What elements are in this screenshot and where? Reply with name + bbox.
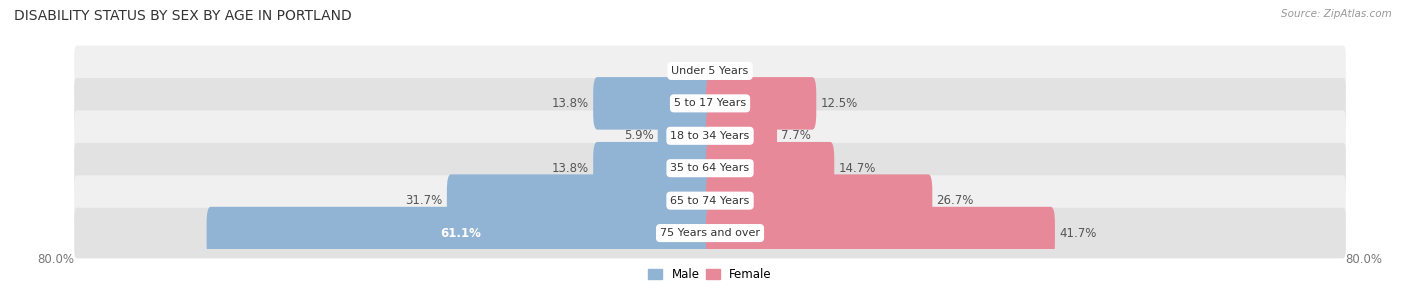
Text: 7.7%: 7.7%	[782, 129, 811, 142]
Legend: Male, Female: Male, Female	[644, 264, 776, 286]
FancyBboxPatch shape	[75, 110, 1346, 161]
Text: Source: ZipAtlas.com: Source: ZipAtlas.com	[1281, 9, 1392, 19]
Text: 0.0%: 0.0%	[723, 64, 752, 78]
FancyBboxPatch shape	[706, 109, 778, 162]
Text: 12.5%: 12.5%	[820, 97, 858, 110]
FancyBboxPatch shape	[75, 175, 1346, 226]
FancyBboxPatch shape	[75, 143, 1346, 194]
Text: 35 to 64 Years: 35 to 64 Years	[671, 163, 749, 173]
Text: Under 5 Years: Under 5 Years	[672, 66, 748, 76]
FancyBboxPatch shape	[658, 109, 714, 162]
FancyBboxPatch shape	[75, 46, 1346, 96]
Text: 61.1%: 61.1%	[440, 226, 481, 240]
FancyBboxPatch shape	[75, 208, 1346, 258]
FancyBboxPatch shape	[593, 77, 714, 130]
Text: 18 to 34 Years: 18 to 34 Years	[671, 131, 749, 141]
Text: DISABILITY STATUS BY SEX BY AGE IN PORTLAND: DISABILITY STATUS BY SEX BY AGE IN PORTL…	[14, 9, 352, 23]
Text: 5.9%: 5.9%	[624, 129, 654, 142]
FancyBboxPatch shape	[75, 78, 1346, 129]
Text: 26.7%: 26.7%	[936, 194, 974, 207]
FancyBboxPatch shape	[706, 77, 817, 130]
Text: 13.8%: 13.8%	[553, 162, 589, 175]
Text: 65 to 74 Years: 65 to 74 Years	[671, 196, 749, 206]
Text: 13.8%: 13.8%	[553, 97, 589, 110]
Text: 0.0%: 0.0%	[668, 64, 697, 78]
Text: 75 Years and over: 75 Years and over	[659, 228, 761, 238]
Text: 41.7%: 41.7%	[1059, 226, 1097, 240]
Text: 14.7%: 14.7%	[838, 162, 876, 175]
Text: 5 to 17 Years: 5 to 17 Years	[673, 98, 747, 108]
Text: 31.7%: 31.7%	[405, 194, 443, 207]
FancyBboxPatch shape	[706, 207, 1054, 259]
FancyBboxPatch shape	[706, 142, 834, 195]
FancyBboxPatch shape	[447, 174, 714, 227]
FancyBboxPatch shape	[706, 174, 932, 227]
FancyBboxPatch shape	[593, 142, 714, 195]
FancyBboxPatch shape	[207, 207, 714, 259]
